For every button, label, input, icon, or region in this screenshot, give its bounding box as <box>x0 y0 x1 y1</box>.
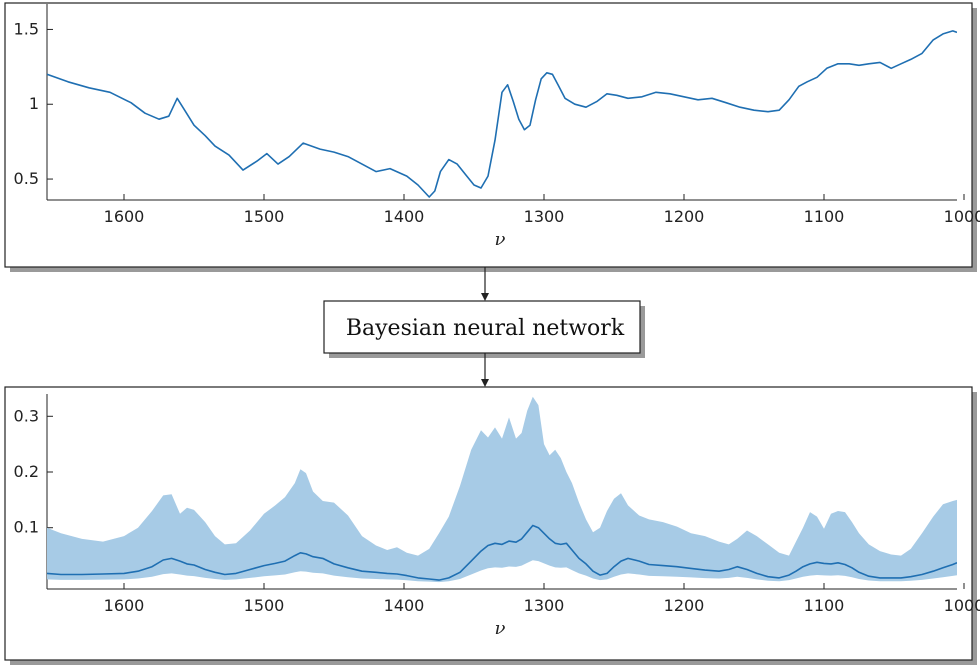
mean-prediction-line <box>47 524 957 581</box>
x-tick-label: 1400 <box>384 596 425 615</box>
plot-area <box>47 30 957 198</box>
arrow-head-icon <box>481 293 489 301</box>
x-tick-label: 1500 <box>244 207 285 226</box>
prediction-plot: 1600 1500 1400 1300 1200 1100 1000 0.1 0.2 0.3 <box>14 394 980 615</box>
input-spectrum-panel: 1600 1500 1400 1300 1200 1100 1000 0.5 1 1.5 ν <box>4 2 980 272</box>
x-axis-label: ν <box>495 618 506 639</box>
x-tick-label: 1400 <box>384 207 425 226</box>
model-box <box>323 300 641 354</box>
arrow-head-icon <box>481 379 489 387</box>
x-tick-label: 1200 <box>664 596 705 615</box>
panel-frame <box>4 2 973 268</box>
plot-area <box>47 396 957 583</box>
x-tick-label: 1000 <box>944 207 980 226</box>
y-tick-label: 0.2 <box>14 462 39 481</box>
x-axis-label: ν <box>495 229 506 250</box>
model-connector: Bayesian neural network <box>323 267 645 387</box>
input-spectrum-plot: 1600 1500 1400 1300 1200 1100 1000 0.5 1 1.5 <box>14 4 980 226</box>
spectrum-line <box>47 30 957 198</box>
y-tick-label: 0.3 <box>14 406 39 425</box>
x-tick-label: 1200 <box>664 207 705 226</box>
x-tick-label: 1300 <box>524 596 565 615</box>
y-tick-label: 1.5 <box>14 19 39 38</box>
x-tick-label: 1100 <box>804 207 845 226</box>
uncertainty-band <box>47 396 957 583</box>
prediction-panel: 1600 1500 1400 1300 1200 1100 1000 0.1 0.2 0.3 ν <box>4 386 980 665</box>
x-tick-label: 1100 <box>804 596 845 615</box>
x-tick-label: 1000 <box>944 596 980 615</box>
model-box-label: Bayesian neural network <box>346 316 625 341</box>
x-tick-label: 1500 <box>244 596 285 615</box>
y-tick-label: 1 <box>29 94 39 113</box>
x-tick-label: 1300 <box>524 207 565 226</box>
x-tick-label: 1600 <box>104 596 145 615</box>
x-tick-label: 1600 <box>104 207 145 226</box>
y-tick-label: 0.1 <box>14 518 39 537</box>
y-tick-label: 0.5 <box>14 169 39 188</box>
